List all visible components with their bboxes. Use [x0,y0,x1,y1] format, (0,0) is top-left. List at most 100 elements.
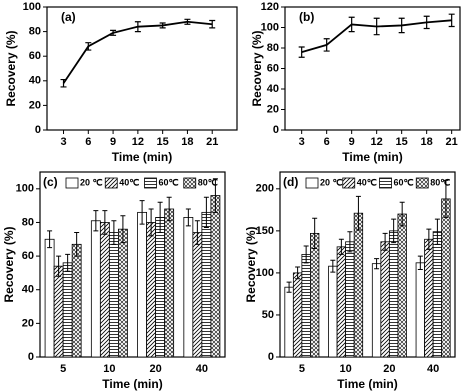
x-tick-label: 5 [299,363,305,375]
error-bar [286,281,292,293]
error-bar [74,232,80,257]
y-tick-label: 0 [268,351,274,363]
bar [397,213,407,358]
y-tick-label: 40 [22,284,34,296]
x-tick-label: 9 [349,136,355,148]
bar [164,208,175,358]
x-tick-label: 40 [196,363,208,375]
y-tick-label: 40 [267,83,279,95]
x-tick-label: 15 [157,136,169,148]
x-tick-label: 3 [299,136,305,148]
error-bar [330,259,336,273]
plot-frame [279,171,456,358]
error-bar [93,210,99,232]
bar [345,241,355,358]
y-tick-label: 20 [22,317,34,329]
y-tick-label: 100 [16,183,34,195]
x-axis-title: Time (min) [337,377,397,391]
bar [310,232,320,358]
error-bar [338,238,344,255]
error-bar [347,231,353,253]
bar [62,262,73,358]
error-bar [298,46,305,58]
y-tick-label: 120 [261,1,279,13]
bar [284,286,294,358]
bar [53,265,64,358]
x-tick-label: 10 [340,363,352,375]
legend-swatch [65,177,79,189]
error-bar [426,228,432,250]
error-bar [134,21,141,33]
x-tick-label: 15 [396,136,408,148]
bar [137,211,148,358]
error-bar [65,253,71,272]
legend-swatch [379,177,392,189]
error-bar [373,17,380,36]
error-bar [157,201,163,234]
y-axis-title: Recovery (%) [244,226,258,302]
plot-frame [46,6,238,131]
x-tick-label: 20 [150,363,162,375]
y-tick-label: 60 [29,50,41,62]
panel-label: (a) [61,10,76,24]
error-bar [120,215,126,244]
panel-label: (d) [283,175,298,189]
x-tick-label: 21 [446,136,458,148]
error-bar [212,178,218,213]
bar [371,263,382,358]
legend-label: 60℃ [394,177,414,187]
bar [192,232,203,358]
error-bar [423,15,430,30]
error-bar [47,230,53,249]
error-bar [85,42,92,51]
error-bar [166,196,172,222]
bar [155,217,166,358]
error-bar [434,218,440,245]
y-tick-label: 100 [261,21,279,33]
bar [99,222,110,358]
x-tick-label: 9 [110,136,116,148]
x-tick-label: 40 [427,363,439,375]
legend-label: 20 ℃ [320,177,343,187]
y-tick-label: 60 [22,250,34,262]
legend-swatch [144,177,157,189]
y-tick-label: 50 [262,309,274,321]
error-bar [303,245,309,264]
x-tick-label: 21 [206,136,218,148]
x-tick-label: 6 [85,136,91,148]
bar [146,222,157,358]
legend-swatch [183,177,197,189]
error-bar [312,217,318,250]
error-bar [391,218,397,244]
legend-label: 60℃ [159,177,179,187]
x-tick-label: 10 [103,363,115,375]
bar [301,254,311,358]
bar [292,272,303,358]
x-tick-label: 20 [383,363,395,375]
error-bar [448,13,455,28]
y-tick-label: 100 [23,1,41,13]
x-tick-label: 18 [181,136,193,148]
y-axis-title: Recovery (%) [2,226,16,302]
error-bar [382,232,388,251]
legend-label: 80℃ [198,177,218,187]
error-bar [184,18,191,25]
x-tick-label: 12 [371,136,383,148]
legend-swatch [305,177,319,189]
bar [424,238,434,358]
legend-label: 80℃ [430,177,450,187]
y-tick-label: 20 [267,103,279,115]
error-bar [139,200,145,225]
bar [44,238,55,358]
legend-label: 20 ℃ [80,177,103,187]
bar [388,230,399,358]
error-bar [323,38,330,52]
y-tick-label: 40 [29,75,41,87]
plot-frame [39,171,226,358]
error-bar [417,255,423,271]
error-bar [399,201,405,227]
error-bar [194,220,200,245]
bar [415,262,425,358]
y-tick-label: 100 [256,267,274,279]
x-tick-label: 6 [324,136,330,148]
